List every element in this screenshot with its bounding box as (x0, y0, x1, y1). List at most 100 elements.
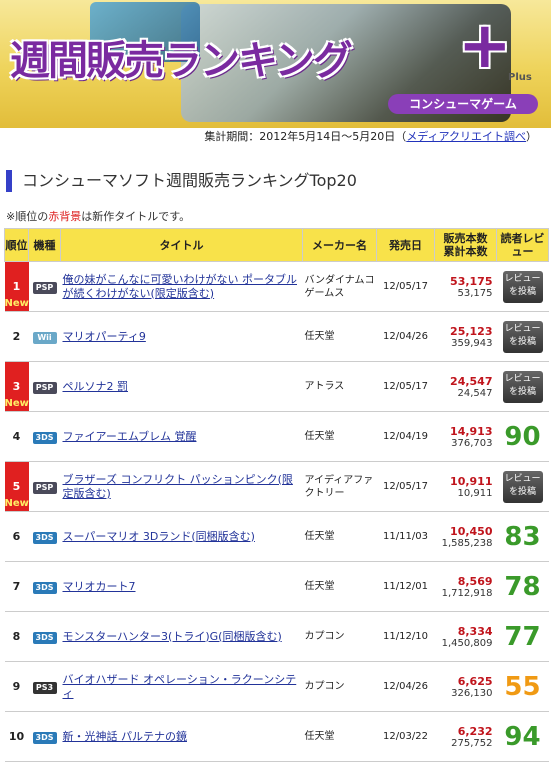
post-review-button[interactable]: レビューを投稿 (502, 320, 543, 353)
review-cell: 78 (496, 561, 549, 612)
sales-cell: 53,175 53,175 (434, 261, 497, 312)
review-cell: レビューを投稿 (496, 461, 549, 512)
total-sales: 10,911 (457, 487, 493, 499)
total-sales: 24,547 (457, 387, 493, 399)
post-review-button[interactable]: レビューを投稿 (502, 470, 543, 503)
game-title-link[interactable]: ブラザーズ コンフリクト パッションピンク(限定版含む) (62, 472, 293, 500)
page-title: コンシューマソフト週間販売ランキングTop20 (6, 170, 357, 192)
title-cell: ブラザーズ コンフリクト パッションピンク(限定版含む) (60, 461, 303, 512)
plus-mark: + (458, 9, 512, 83)
release-date: 12/05/17 (376, 361, 435, 412)
rank-number: 5 (12, 480, 21, 493)
platform-badge: 3DS (32, 731, 57, 744)
rank-number: 7 (12, 580, 21, 593)
review-cell: レビューを投稿 (496, 261, 549, 312)
maker-cell: カプコン (302, 661, 377, 712)
note-prefix: ※順位の (6, 210, 49, 223)
handheld-console-image (90, 2, 200, 62)
game-title-link[interactable]: マリオパーティ9 (62, 329, 146, 343)
note-suffix: は新作タイトルです。 (81, 210, 191, 223)
review-cell: 94 (496, 711, 549, 762)
maker-cell: 任天堂 (302, 411, 377, 462)
sales-cell: 10,450 1,585,238 (434, 511, 497, 562)
platform-cell: 3DS (28, 711, 61, 762)
rank-number: 6 (12, 530, 21, 543)
game-title-link[interactable]: ペルソナ2 罰 (62, 379, 129, 393)
game-title-link[interactable]: 新・光神話 パルテナの鏡 (62, 729, 188, 743)
platform-badge: 3DS (32, 631, 57, 644)
table-header: 順位 機種 タイトル メーカー名 発売日 販売本数 累計本数 読者レビュー (4, 228, 549, 262)
rank-cell: 6 (4, 511, 29, 562)
col-sales: 販売本数 累計本数 (434, 228, 497, 262)
maker-cell: 任天堂 (302, 511, 377, 562)
review-score: 77 (504, 621, 541, 652)
title-cell: モンスターハンター3(トライ)G(同梱版含む) (60, 611, 303, 662)
game-title-link[interactable]: マリオカート7 (62, 579, 136, 593)
rank-number: 8 (12, 630, 21, 643)
sales-cell: 6,625 326,130 (434, 661, 497, 712)
weekly-sales: 14,913 (450, 424, 493, 438)
platform-badge: PSP (32, 381, 57, 394)
title-cell: バイオハザード オペレーション・ラクーンシティ (60, 661, 303, 712)
maker-cell: バンダイナムコゲームス (302, 261, 377, 312)
col-date: 発売日 (376, 228, 435, 262)
weekly-sales: 6,625 (457, 674, 493, 688)
post-review-button[interactable]: レビューを投稿 (502, 370, 543, 403)
rank-number: 1 (12, 280, 21, 293)
banner-subtitle: コンシューマゲーム (388, 94, 538, 114)
new-badge: New (4, 498, 29, 509)
table-row: 9 PS3 バイオハザード オペレーション・ラクーンシティ カプコン 12/04/26 6… (4, 661, 549, 712)
rank-cell: 9 (4, 661, 29, 712)
review-cell: レビューを投稿 (496, 311, 549, 362)
rank-cell: 2 (4, 311, 29, 362)
platform-cell: PSP (28, 461, 61, 512)
release-date: 11/12/10 (376, 611, 435, 662)
platform-badge: PS3 (32, 681, 57, 694)
total-sales: 1,450,809 (441, 637, 493, 649)
rank-cell: 7 (4, 561, 29, 612)
review-score: 83 (504, 521, 541, 552)
total-sales: 376,703 (451, 437, 493, 449)
source-link[interactable]: メディアクリエイト調べ (406, 130, 526, 143)
table-row: 7 3DS マリオカート7 任天堂 11/12/01 8,569 1,712,918 78 (4, 561, 549, 612)
weekly-sales: 10,450 (450, 524, 493, 538)
total-sales: 53,175 (457, 287, 493, 299)
ranking-table: 順位 機種 タイトル メーカー名 発売日 販売本数 累計本数 読者レビュー 1 Ne… (4, 228, 549, 762)
review-cell: 55 (496, 661, 549, 712)
maker-cell: アイディアファクトリー (302, 461, 377, 512)
review-cell: 83 (496, 511, 549, 562)
game-title-link[interactable]: モンスターハンター3(トライ)G(同梱版含む) (62, 629, 282, 643)
weekly-sales: 8,334 (457, 624, 493, 638)
sales-cell: 8,569 1,712,918 (434, 561, 497, 612)
note-red: 赤背景 (48, 210, 82, 223)
release-date: 12/04/26 (376, 311, 435, 362)
table-row: 4 3DS ファイアーエムブレム 覚醒 任天堂 12/04/19 14,913 376,70… (4, 411, 549, 462)
table-row: 3 New PSP ペルソナ2 罰アトラス 12/05/17 24,547 24,547 レビ… (4, 361, 549, 412)
release-date: 12/05/17 (376, 261, 435, 312)
maker-cell: 任天堂 (302, 311, 377, 362)
game-title-link[interactable]: ファイアーエムブレム 覚醒 (62, 429, 197, 443)
plus-label: Plus (508, 72, 532, 83)
game-title-link[interactable]: スーパーマリオ 3Dランド(同梱版含む) (62, 529, 255, 543)
title-cell: 俺の妹がこんなに可愛いわけがない ポータブルが続くわけがない(限定版含む) (60, 261, 303, 312)
total-sales: 326,130 (451, 687, 493, 699)
rank-number: 10 (8, 730, 25, 743)
platform-cell: 3DS (28, 611, 61, 662)
new-badge: New (4, 298, 29, 309)
game-title-link[interactable]: バイオハザード オペレーション・ラクーンシティ (62, 672, 297, 700)
post-review-button[interactable]: レビューを投稿 (502, 270, 543, 303)
banner-title: 週間販売ランキング (10, 38, 353, 84)
rank-cell: 4 (4, 411, 29, 462)
rank-cell: 1 New (4, 261, 29, 312)
rank-cell: 5 New (4, 461, 29, 512)
weekly-sales: 10,911 (450, 474, 493, 488)
col-maker: メーカー名 (302, 228, 377, 262)
maker-cell: カプコン (302, 611, 377, 662)
col-rank: 順位 (4, 228, 29, 262)
release-date: 11/12/01 (376, 561, 435, 612)
table-row: 1 New PSP 俺の妹がこんなに可愛いわけがない ポータブルが続くわけがない(限定… (4, 261, 549, 312)
release-date: 12/04/26 (376, 661, 435, 712)
new-badge: New (4, 398, 29, 409)
game-title-link[interactable]: 俺の妹がこんなに可愛いわけがない ポータブルが続くわけがない(限定版含む) (62, 272, 298, 300)
review-score: 55 (504, 671, 541, 702)
